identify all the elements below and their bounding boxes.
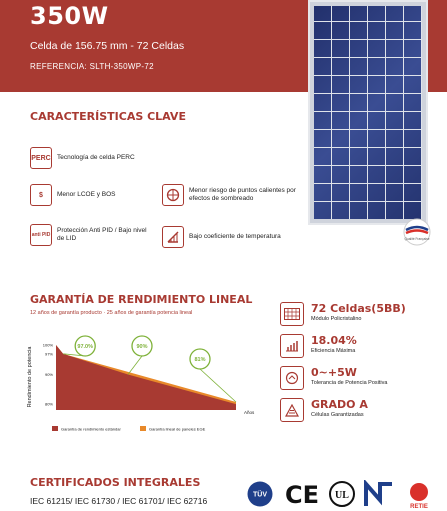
stat-value: GRADO A <box>311 398 368 411</box>
model-title: 350W <box>30 2 109 30</box>
feature-text: Tecnología de celda PERC <box>57 153 135 161</box>
x-ticks: 0 5 10 15 20 25 <box>55 411 239 416</box>
y-tick-label: 90% <box>45 372 53 377</box>
hotspot-icon <box>162 184 184 206</box>
stat-label: Módulo Policristalino <box>311 316 362 322</box>
x-tick-label: 5 <box>91 411 94 416</box>
tuv-logo-icon: TÜV <box>247 481 273 507</box>
series-areas <box>56 344 236 410</box>
callout-label: 97.0% <box>77 344 93 350</box>
stat-label: Eficiencia Máxima <box>311 348 356 354</box>
y-tick-label: 97% <box>45 351 53 356</box>
chart-ylabel: Rendimiento de potencia <box>27 346 33 408</box>
callout-circle <box>189 348 211 370</box>
panel-cells <box>314 6 422 219</box>
callout-leader <box>127 355 143 375</box>
x-tick-label: 20 <box>198 411 203 416</box>
stat-value: 0~+5W <box>311 366 357 379</box>
stat-value: 72 Celdas(5BB) <box>311 302 406 315</box>
stat-value: 18.04% <box>311 334 357 347</box>
callout-label: 81% <box>194 357 205 363</box>
reference: REFERENCIA: SLTH-350WP-72 <box>30 62 154 71</box>
feature-text: Protección Anti PID / Bajo nivel de LID <box>57 226 147 243</box>
anti-pid-icon: anti PID <box>30 224 52 246</box>
stat-grade: GRADO A Células Garantizadas <box>280 398 368 422</box>
cells-icon <box>280 302 304 326</box>
legend-label-linear: Garantía lineal de paneles EGE <box>149 427 206 432</box>
svg-text:TÜV: TÜV <box>253 490 267 499</box>
feature-perc: PERC Tecnología de celda PERC <box>30 147 135 169</box>
ul-logo-icon: UL <box>329 481 355 507</box>
ce-logo-icon: CE <box>285 481 319 508</box>
quality-badge-icon: Qualité Française <box>403 218 431 246</box>
y-ticks: 100% 97% 90% 80% <box>43 342 54 406</box>
y-tick-label: 100% <box>43 342 54 347</box>
svg-text:UL: UL <box>335 490 349 501</box>
feature-text: Bajo coeficiente de temperatura <box>189 232 281 240</box>
n-mark-logo-icon <box>364 480 392 506</box>
svg-text:Qualité Française: Qualité Française <box>405 237 430 241</box>
svg-text:CE: CE <box>285 481 319 508</box>
stat-tolerance: 0~+5W Tolerancia de Potencia Positiva <box>280 366 387 390</box>
lcoe-icon: $ <box>30 184 52 206</box>
feature-text: Menor riesgo de puntos calientes por efe… <box>189 186 296 203</box>
certificate-standards: IEC 61215/ IEC 61730 / IEC 61701/ IEC 62… <box>30 496 208 506</box>
chart-xlabel: Años <box>244 410 255 415</box>
series-area-standard <box>56 344 236 410</box>
feature-text: Menor LCOE y BOS <box>57 190 116 198</box>
legend-swatch-standard <box>52 426 58 431</box>
warranty-chart: Rendimiento de potencia 100% 97% 90% 80% 0 5… <box>27 335 255 432</box>
x-tick-label: 15 <box>162 411 167 416</box>
cell-spec: Celda de 156.75 mm - 72 Celdas <box>30 40 185 52</box>
stat-label: Células Garantizadas <box>311 412 364 418</box>
solar-panel-image <box>308 0 428 225</box>
legend-swatch-linear <box>140 426 146 431</box>
tolerance-icon <box>280 366 304 390</box>
x-tick-label: 10 <box>126 411 131 416</box>
stat-label: Tolerancia de Potencia Positiva <box>311 380 388 386</box>
callout-circle <box>131 335 153 357</box>
retie-logo-icon: RETIE <box>410 483 428 510</box>
svg-text:RETIE: RETIE <box>410 504 428 510</box>
temperature-icon <box>162 226 184 248</box>
x-tick-label: 0 <box>55 411 58 416</box>
feature-temperature: Bajo coeficiente de temperatura <box>162 226 281 248</box>
perc-icon: PERC <box>30 147 52 169</box>
y-tick-label: 80% <box>45 402 53 407</box>
callout-circle <box>74 335 96 357</box>
certificates-title: CERTIFICADOS INTEGRALES <box>30 476 201 489</box>
warranty-title: GARANTÍA DE RENDIMIENTO LINEAL <box>30 293 253 306</box>
feature-lcoe: $ Menor LCOE y BOS <box>30 184 116 206</box>
feature-anti-pid: anti PID Protección Anti PID / Bajo nive… <box>30 224 147 246</box>
legend-label-standard: Garantía de rendimiento estándar <box>61 427 121 432</box>
warranty-subtitle: 12 años de garantía producto · 25 años d… <box>30 310 193 316</box>
callout-leader <box>199 368 237 403</box>
callouts: 97.0% 90% 81% <box>63 335 237 403</box>
feature-hotspot: Menor riesgo de puntos calientes por efe… <box>162 184 302 206</box>
stat-cells: 72 Celdas(5BB) Módulo Policristalino <box>280 302 406 326</box>
stat-efficiency: 18.04% Eficiencia Máxima <box>280 334 357 358</box>
grade-icon <box>280 398 304 422</box>
features-title: CARACTERÍSTICAS CLAVE <box>30 110 186 123</box>
efficiency-icon <box>280 334 304 358</box>
x-tick-label: 25 <box>234 411 239 416</box>
callout-label: 90% <box>136 344 147 350</box>
